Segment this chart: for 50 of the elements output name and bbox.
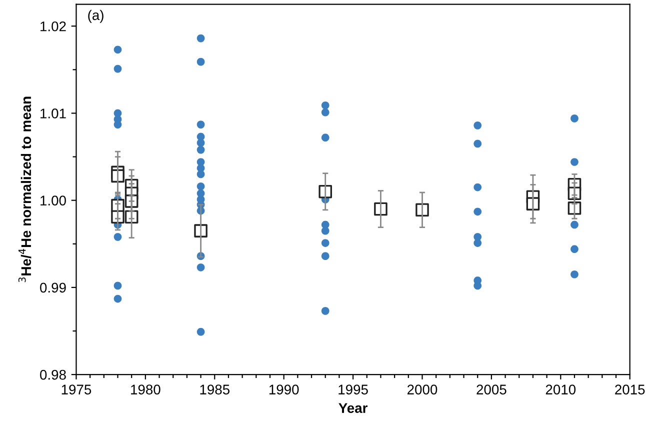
point [114,120,122,128]
y-tick-label: 1.01 [40,108,66,118]
point [114,294,122,303]
point [570,220,578,229]
point [570,270,578,278]
x-tick-label: 1980 [131,384,160,394]
point [321,134,330,142]
point [474,208,482,216]
point [196,170,205,178]
x-tick-label: 2005 [476,384,506,394]
y-tick-label: 1.00 [40,196,66,206]
point [321,239,330,247]
point [321,226,330,235]
point [474,140,482,148]
annotation: (a) [88,10,104,23]
x-tick-label: 1985 [200,384,230,394]
point [321,108,330,116]
point [114,282,122,290]
point [114,64,122,73]
point [570,158,578,166]
x-tick-label: 2015 [615,384,645,394]
point [196,138,205,147]
point [321,307,330,315]
x-tick-label: 2010 [546,384,576,394]
point [196,263,205,272]
point [321,252,330,260]
point [196,182,205,190]
point [196,58,205,66]
point [570,245,578,254]
x-tick-label: 1990 [269,384,299,394]
point [570,114,578,122]
point [196,328,205,336]
point [474,121,482,130]
point [196,34,205,42]
x-tick-label: 2000 [407,384,438,394]
point [196,120,205,128]
x-tick-label: 1975 [62,384,92,394]
point [196,146,205,154]
point [114,46,122,54]
x-axis-title: Year [338,403,368,413]
point [526,197,540,210]
y-tick-label: 1.02 [40,21,66,32]
y-axis-title: $^{3}$He/$^{4}$He normalized to mean [18,96,32,282]
x-tick-label: 1995 [338,384,368,394]
y-tick-label: 0.99 [40,282,66,293]
y-tick-label: 0.98 [40,370,66,380]
point [114,232,122,241]
point [474,239,482,247]
point [474,183,482,192]
point [321,101,330,110]
